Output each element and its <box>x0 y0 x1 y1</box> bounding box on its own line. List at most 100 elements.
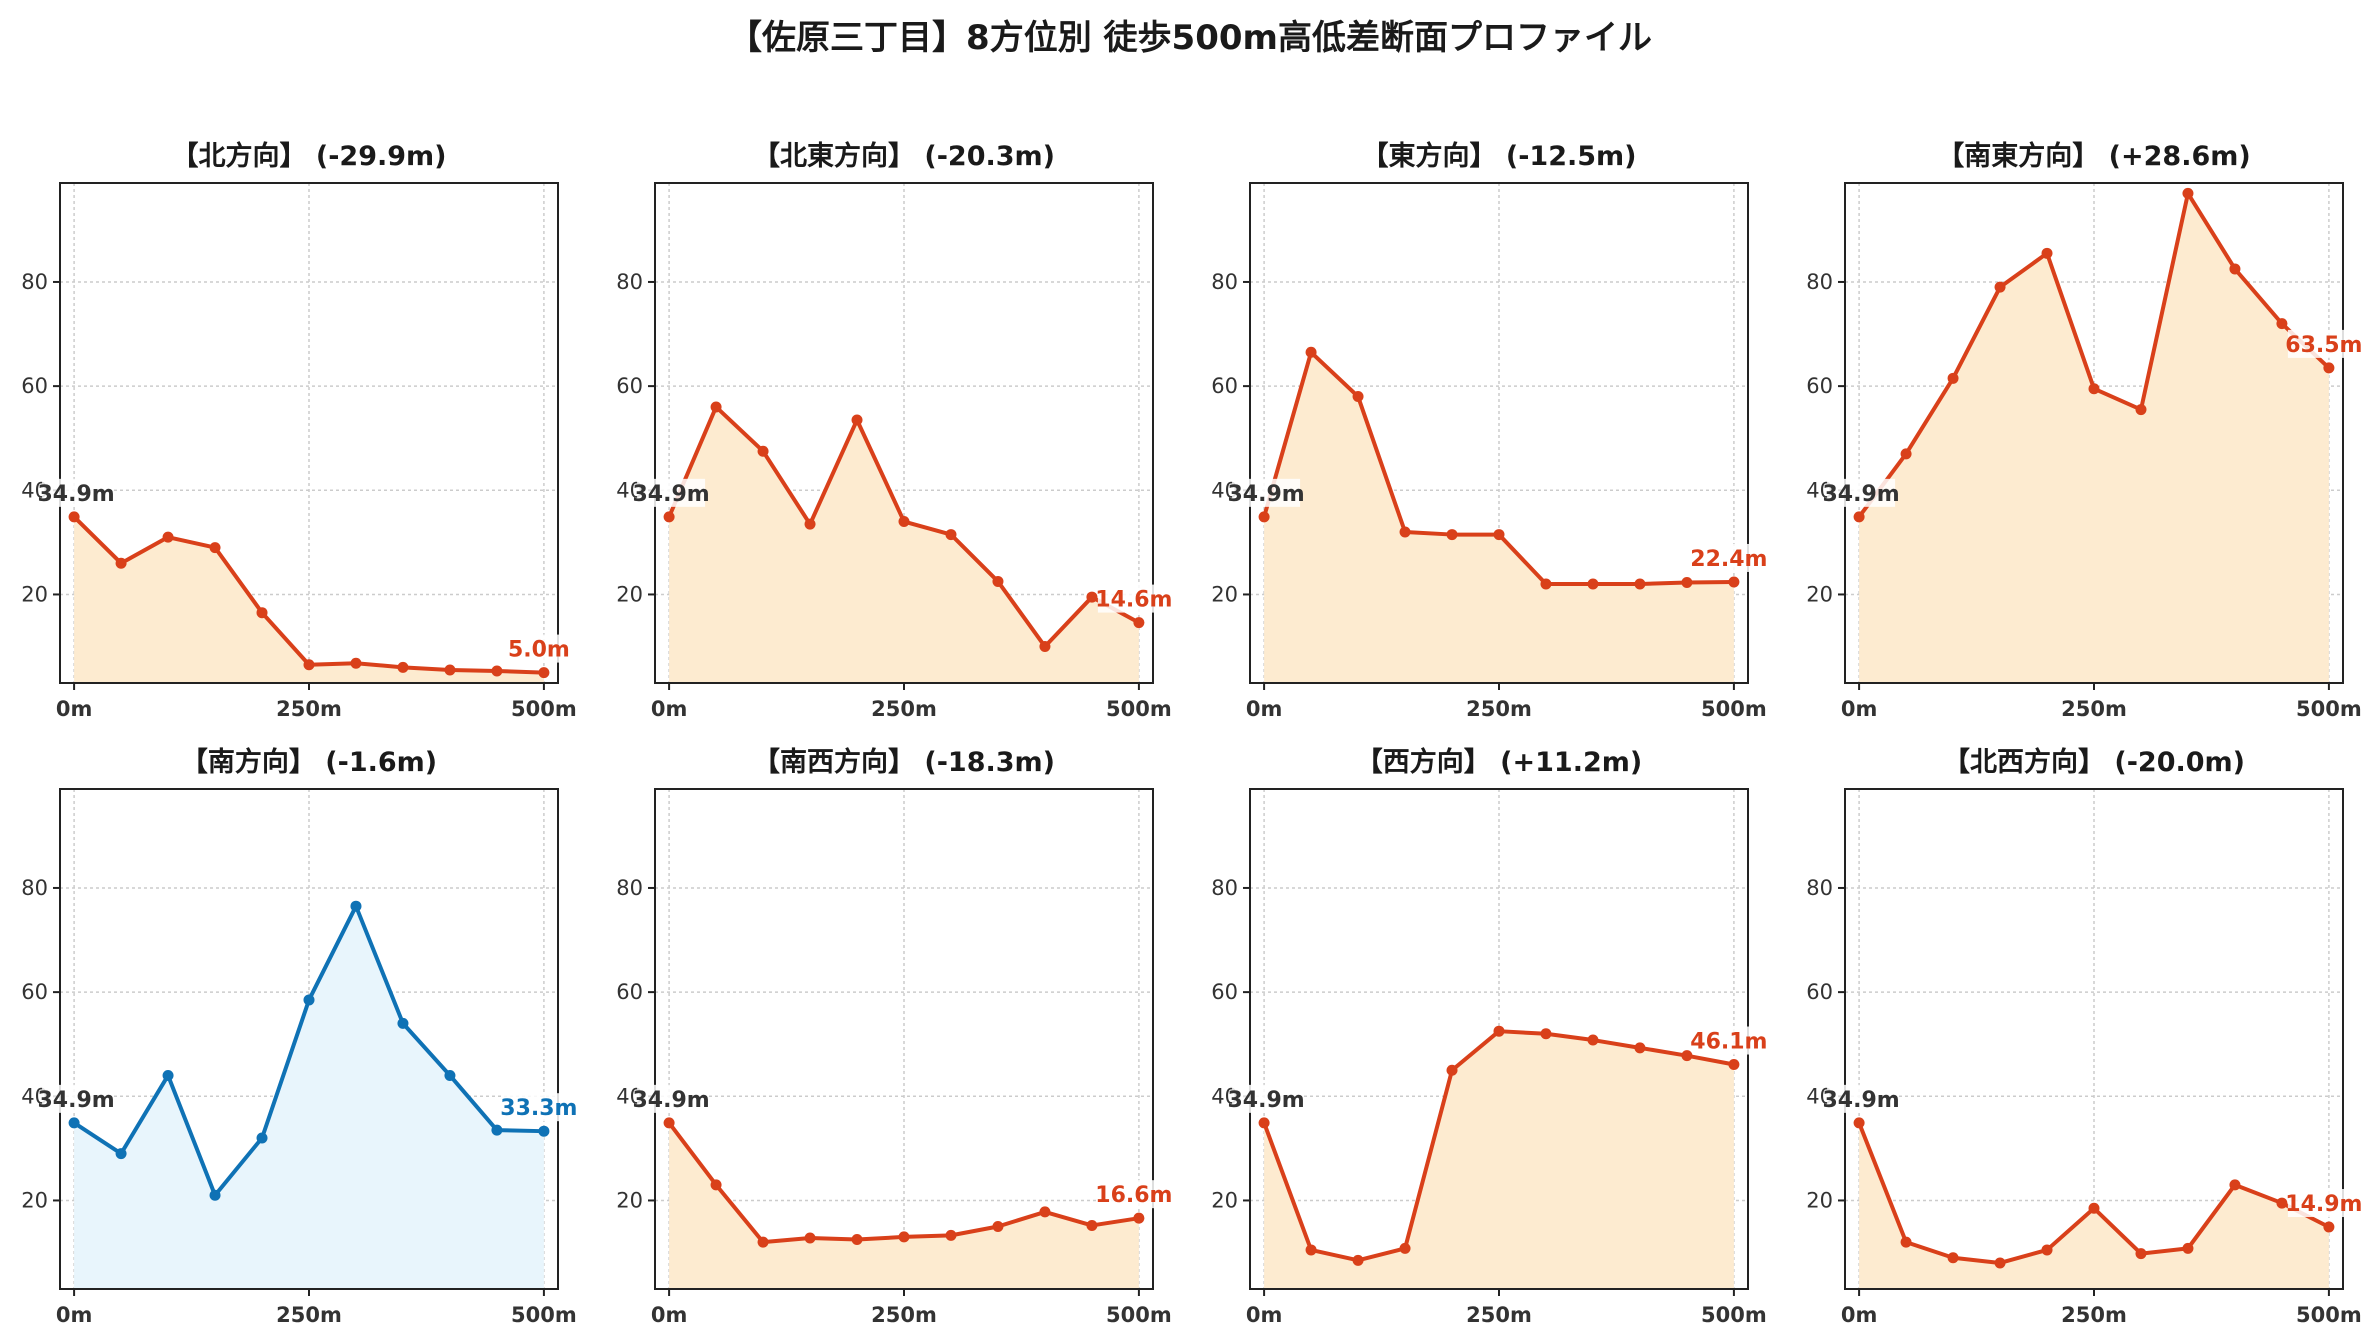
x-tick-label: 0m <box>1246 1303 1283 1327</box>
data-point <box>1258 511 1270 523</box>
data-point <box>303 659 315 671</box>
elevation-area <box>1859 193 2329 683</box>
data-point <box>1352 1254 1364 1266</box>
data-point <box>1258 1117 1270 1129</box>
elevation-area <box>1264 352 1734 683</box>
elevation-area <box>1264 1031 1734 1289</box>
data-point <box>2041 1244 2053 1256</box>
data-point <box>538 667 550 679</box>
x-tick-label: 250m <box>1466 697 1532 721</box>
data-point <box>538 1125 550 1137</box>
data-point <box>2088 383 2100 395</box>
y-tick-label: 80 <box>616 270 643 294</box>
y-tick-label: 80 <box>616 876 643 900</box>
start-label-box <box>1232 1084 1301 1113</box>
y-tick-label: 20 <box>1211 1188 1238 1212</box>
x-tick-label: 500m <box>2296 697 2362 721</box>
y-tick-label: 80 <box>21 270 48 294</box>
x-tick-label: 500m <box>511 1303 577 1327</box>
start-label: 34.9m <box>632 482 709 507</box>
y-tick-label: 80 <box>1211 270 1238 294</box>
y-tick-label: 80 <box>1806 270 1833 294</box>
data-point <box>663 1117 675 1129</box>
y-tick-label: 60 <box>1806 980 1833 1004</box>
start-label-box <box>42 1084 111 1113</box>
data-point <box>710 401 722 413</box>
subplot-title: 【東方向】 (-12.5m) <box>1361 140 1636 172</box>
end-label: 46.1m <box>1690 1030 1767 1055</box>
data-point <box>851 1234 863 1246</box>
data-point <box>2229 1179 2241 1191</box>
data-point <box>1133 1212 1145 1224</box>
data-point <box>992 575 1004 587</box>
data-point <box>2041 247 2053 259</box>
x-tick-label: 250m <box>1466 1303 1532 1327</box>
elevation-area <box>669 1122 1139 1289</box>
data-point <box>992 1221 1004 1232</box>
subplot-title: 【北東方向】 (-20.3m) <box>753 140 1055 172</box>
subplot-title: 【西方向】 (+11.2m) <box>1356 746 1642 778</box>
x-tick-label: 250m <box>2061 697 2127 721</box>
data-point <box>1728 576 1740 588</box>
data-point <box>1540 578 1552 590</box>
data-point <box>1587 1034 1599 1046</box>
data-point <box>1086 1219 1098 1231</box>
data-point <box>2135 404 2147 416</box>
data-point <box>1399 526 1411 538</box>
data-point <box>804 518 816 530</box>
data-point <box>757 445 769 457</box>
start-label: 34.9m <box>1822 482 1899 507</box>
data-point <box>115 1148 127 1160</box>
data-point <box>444 664 456 676</box>
data-point <box>663 511 675 523</box>
data-point <box>1994 1257 2006 1269</box>
y-tick-label: 60 <box>616 980 643 1004</box>
data-point <box>898 1231 910 1243</box>
x-tick-label: 500m <box>511 697 577 721</box>
data-point <box>68 511 80 523</box>
subplot-title: 【南東方向】 (+28.6m) <box>1937 140 2250 172</box>
start-label: 34.9m <box>1227 1088 1304 1113</box>
data-point <box>945 1229 957 1241</box>
subplot-title: 【南方向】 (-1.6m) <box>181 746 437 778</box>
y-tick-label: 20 <box>21 582 48 606</box>
end-label-box <box>1097 584 1170 613</box>
y-tick-label: 20 <box>1806 1188 1833 1212</box>
end-label-box <box>1692 1026 1765 1055</box>
data-point <box>2276 1197 2288 1209</box>
end-label: 63.5m <box>2285 333 2362 358</box>
y-tick-label: 20 <box>616 1188 643 1212</box>
data-point <box>710 1179 722 1191</box>
end-label: 22.4m <box>1690 547 1767 572</box>
data-point <box>68 1117 80 1129</box>
x-tick-label: 500m <box>1106 1303 1172 1327</box>
x-tick-label: 250m <box>871 1303 937 1327</box>
data-point <box>2276 318 2288 330</box>
data-point <box>1399 1242 1411 1254</box>
start-label-box <box>1827 478 1896 507</box>
elevation-area <box>74 516 544 683</box>
data-point <box>491 1124 503 1136</box>
data-point <box>350 657 362 669</box>
data-point <box>2323 1221 2335 1233</box>
y-tick-label: 60 <box>1211 980 1238 1004</box>
data-point <box>115 557 127 569</box>
y-tick-label: 60 <box>616 374 643 398</box>
y-tick-label: 60 <box>21 374 48 398</box>
data-point <box>1634 578 1646 590</box>
data-point <box>1493 529 1505 541</box>
x-tick-label: 0m <box>651 697 688 721</box>
end-label-box <box>2287 1189 2360 1218</box>
data-point <box>1446 1064 1458 1076</box>
data-point <box>757 1236 769 1248</box>
y-tick-label: 60 <box>1211 374 1238 398</box>
data-point <box>1634 1042 1646 1054</box>
y-tick-label: 20 <box>616 582 643 606</box>
end-label: 5.0m <box>508 638 570 663</box>
